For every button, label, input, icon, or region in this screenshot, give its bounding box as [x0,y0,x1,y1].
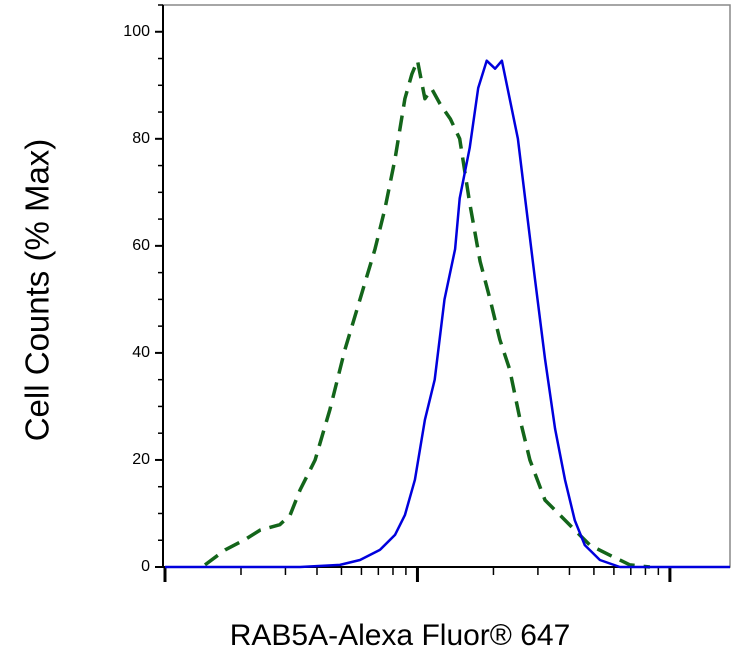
y-tick-label: 80 [132,130,150,147]
series-line [203,58,651,569]
y-tick-label: 0 [141,558,150,575]
y-tick-label: 60 [132,237,150,254]
series-line [165,59,730,569]
y-tick-label: 20 [132,451,150,468]
y-axis-label: Cell Counts (% Max) [19,139,56,442]
x-axis-label: RAB5A-Alexa Fluor® 647 [230,619,571,652]
y-tick-label: 100 [123,23,150,40]
y-tick-label: 40 [132,344,150,361]
